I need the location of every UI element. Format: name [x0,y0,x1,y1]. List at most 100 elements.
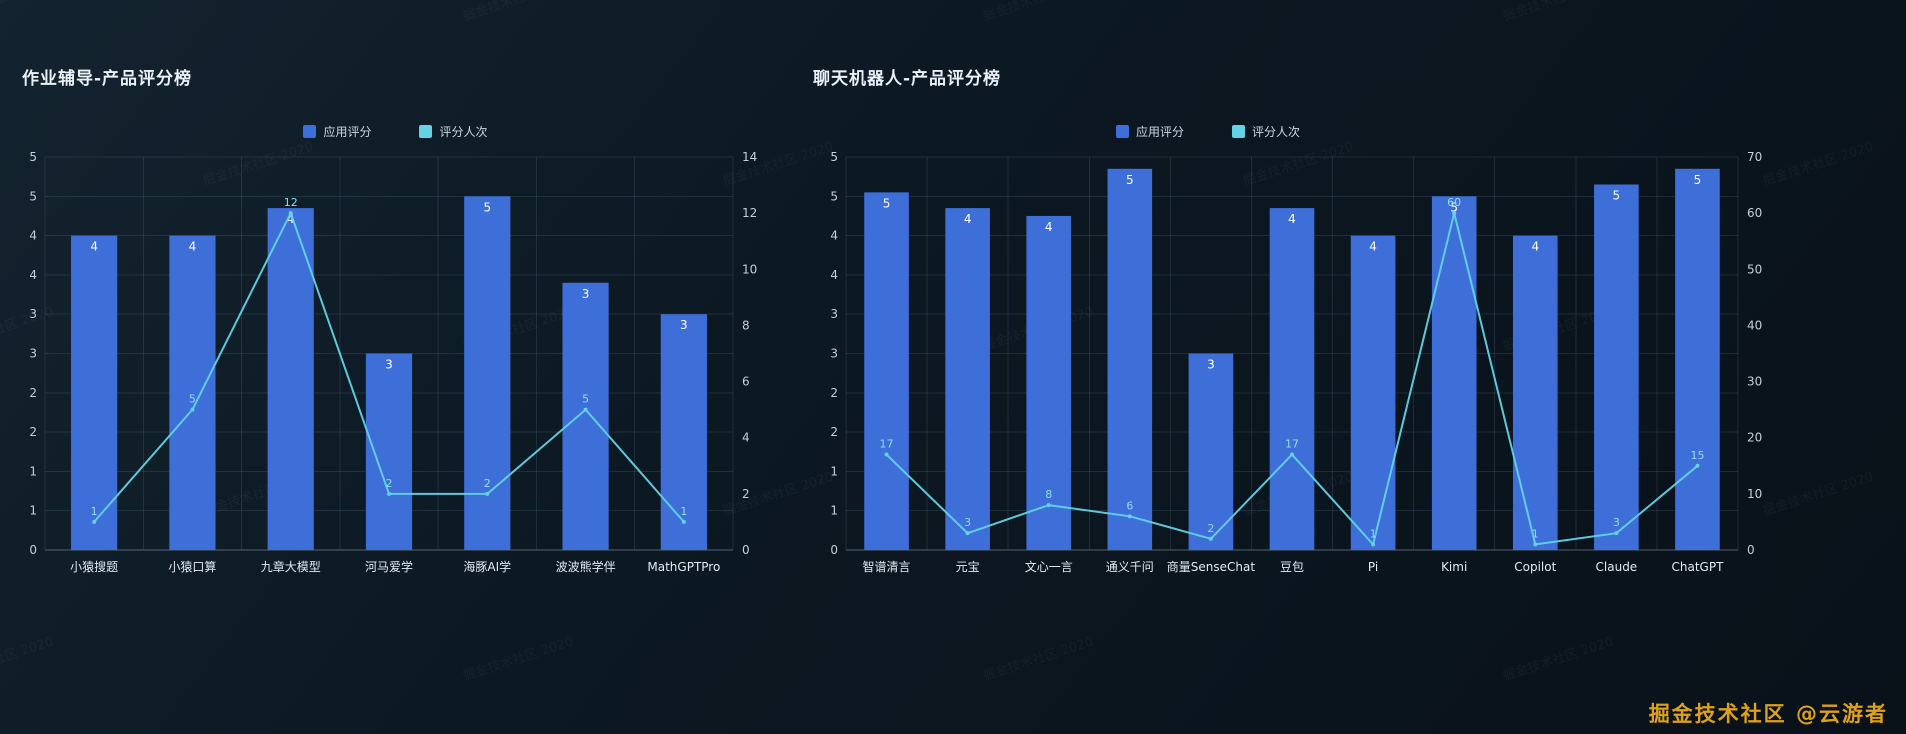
left-axis-tick: 1 [830,464,838,478]
line-point[interactable] [583,407,588,412]
legend-item-rating-count[interactable]: 评分人次 [1232,123,1300,140]
category-label-河马爱学: 河马爱学 [365,559,413,574]
right-axis-tick: 30 [1747,375,1762,389]
chart-panel-homework: 作业辅导-产品评分榜 应用评分 评分人次 0 1 1 2 2 3 3 4 4 5 5 0 2 4 6 8 10 1… [0,0,791,734]
line-point[interactable] [190,407,195,412]
left-axis-tick: 3 [29,307,37,321]
bar-value-label: 4 [1045,220,1053,234]
legend-chatbot: 应用评分 评分人次 [791,123,1906,140]
right-axis-tick: 8 [742,318,750,332]
line-value-label: 1 [1370,527,1377,540]
line-point[interactable] [387,491,391,496]
left-axis-tick: 3 [29,347,37,361]
bar-ChatGPT[interactable] [1675,168,1720,550]
left-axis-tick: 3 [830,307,838,321]
line-point[interactable] [1695,463,1700,468]
right-axis-tick: 50 [1747,262,1762,276]
category-label-Claude: Claude [1596,560,1638,574]
bar-value-label: 3 [582,287,590,301]
bar-小猿搜题[interactable] [71,235,118,550]
bar-series-swatch [1115,125,1129,138]
line-value-label: 60 [1447,196,1461,209]
right-axis-tick: 70 [1747,150,1762,164]
category-label-文心一言: 文心一言 [1025,559,1073,574]
left-axis-tick: 5 [830,189,838,203]
right-axis-tick: 10 [742,262,757,276]
line-value-label: 15 [1690,449,1704,462]
bar-通义千问[interactable] [1107,168,1153,550]
bar-MathGPTPro[interactable] [660,314,707,550]
line-point[interactable] [681,519,686,524]
category-label-Pi: Pi [1368,560,1378,574]
chart-panel-chatbot: 聊天机器人-产品评分榜 应用评分 评分人次 0 1 1 2 2 3 3 4 4 5 5 0 10 20 30… [791,0,1906,734]
bar-九章大模型[interactable] [267,208,314,550]
left-axis-tick: 3 [830,347,838,361]
line-value-label: 5 [189,393,196,406]
right-axis-tick: 10 [1747,487,1762,501]
category-label-通义千问: 通义千问 [1106,560,1154,574]
category-label-小猿口算: 小猿口算 [168,559,216,574]
line-point[interactable] [1452,211,1457,216]
bar-value-label: 4 [1369,240,1377,254]
bar-文心一言[interactable] [1026,215,1072,550]
line-value-label: 6 [1126,499,1133,512]
line-point[interactable] [1046,503,1051,508]
bar-波波熊学伴[interactable] [562,282,609,550]
category-label-九章大模型: 九章大模型 [261,559,321,574]
category-label-商量SenseChat: 商量SenseChat [1167,559,1256,574]
category-label-元宝: 元宝 [956,560,980,574]
line-point[interactable] [1127,514,1132,519]
legend-item-app-rating[interactable]: 应用评分 [1115,123,1184,140]
left-axis-tick: 4 [830,229,838,243]
bar-Copilot[interactable] [1512,235,1558,550]
line-point[interactable] [965,531,970,536]
legend-label-rating-count: 评分人次 [439,125,488,139]
bar-海豚AI学[interactable] [464,196,511,551]
bar-商量SenseChat[interactable] [1188,353,1234,551]
line-point[interactable] [288,211,293,216]
left-axis-tick: 1 [29,464,37,478]
left-axis-tick: 5 [29,189,37,203]
legend-homework: 应用评分 评分人次 [0,123,791,140]
line-series-swatch [419,125,433,138]
line-point[interactable] [1371,542,1376,547]
bar-Kimi[interactable] [1431,196,1477,551]
legend-item-rating-count[interactable]: 评分人次 [419,123,488,140]
bar-value-label: 4 [1288,212,1296,226]
footer-credit: 掘金技术社区 @云游者 [1648,702,1888,726]
bar-Claude[interactable] [1594,184,1639,550]
legend-label-app-rating: 应用评分 [1135,125,1184,139]
bar-豆包[interactable] [1269,208,1315,550]
right-axis-tick: 4 [742,431,750,445]
bar-value-label: 5 [1126,173,1134,187]
bar-元宝[interactable] [945,208,990,550]
bar-Pi[interactable] [1350,235,1396,550]
bar-智谱清言[interactable] [864,192,909,550]
line-point[interactable] [485,491,490,496]
category-label-小猿搜题: 小猿搜题 [70,559,118,574]
line-point[interactable] [884,452,889,457]
line-point[interactable] [1614,531,1619,536]
line-point[interactable] [1533,542,1538,547]
line-value-label: 12 [284,196,298,209]
line-point[interactable] [1208,536,1213,541]
left-axis-tick: 2 [830,425,838,439]
legend-item-app-rating[interactable]: 应用评分 [303,123,371,140]
category-label-MathGPTPro: MathGPTPro [647,560,720,574]
line-value-label: 2 [386,477,393,490]
left-axis-tick: 1 [830,504,838,518]
right-axis-tick: 2 [742,487,750,501]
line-point[interactable] [92,519,97,524]
line-value-label: 2 [1207,522,1214,535]
line-point[interactable] [1289,452,1294,457]
left-axis-tick: 5 [830,150,838,164]
right-axis-tick: 0 [742,543,750,557]
right-axis-tick: 60 [1747,206,1762,220]
bar-line-chart-chatbot[interactable]: 0112233445501020304050607054453445455173… [791,142,1906,592]
line-value-label: 8 [1045,488,1052,501]
bar-河马爱学[interactable] [365,353,413,551]
right-axis-tick: 40 [1747,318,1762,332]
bar-小猿口算[interactable] [169,235,216,550]
bar-value-label: 5 [1613,189,1621,203]
